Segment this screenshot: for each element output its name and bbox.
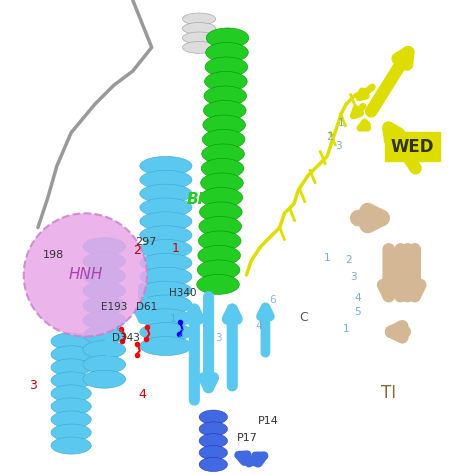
Ellipse shape bbox=[182, 42, 216, 54]
Ellipse shape bbox=[182, 22, 216, 35]
Text: 297: 297 bbox=[135, 237, 156, 246]
Text: 1: 1 bbox=[170, 314, 176, 324]
Text: 1: 1 bbox=[338, 118, 345, 128]
Ellipse shape bbox=[199, 410, 228, 424]
Ellipse shape bbox=[182, 13, 216, 25]
Ellipse shape bbox=[182, 32, 216, 44]
Ellipse shape bbox=[51, 398, 91, 415]
Text: 3: 3 bbox=[336, 141, 342, 151]
Ellipse shape bbox=[206, 28, 249, 48]
Text: 2: 2 bbox=[134, 244, 141, 256]
Text: 5: 5 bbox=[355, 307, 361, 317]
Ellipse shape bbox=[197, 274, 239, 294]
Ellipse shape bbox=[51, 385, 91, 402]
Ellipse shape bbox=[83, 282, 126, 300]
Ellipse shape bbox=[202, 129, 245, 149]
Ellipse shape bbox=[140, 239, 192, 258]
Text: HNH: HNH bbox=[68, 267, 102, 283]
Ellipse shape bbox=[140, 309, 192, 328]
Ellipse shape bbox=[201, 158, 244, 178]
Ellipse shape bbox=[83, 370, 126, 388]
Text: 4: 4 bbox=[355, 293, 361, 303]
Ellipse shape bbox=[140, 156, 192, 175]
Ellipse shape bbox=[140, 212, 192, 231]
Ellipse shape bbox=[51, 372, 91, 389]
Ellipse shape bbox=[203, 100, 246, 120]
Text: 5: 5 bbox=[115, 326, 122, 336]
Text: D343: D343 bbox=[112, 333, 139, 343]
Ellipse shape bbox=[199, 422, 228, 436]
Text: P17: P17 bbox=[237, 433, 258, 443]
Ellipse shape bbox=[201, 173, 243, 193]
Ellipse shape bbox=[200, 187, 243, 207]
Ellipse shape bbox=[83, 252, 126, 270]
Circle shape bbox=[24, 213, 147, 337]
Ellipse shape bbox=[51, 359, 91, 376]
Text: 3: 3 bbox=[29, 379, 37, 392]
Ellipse shape bbox=[205, 57, 248, 77]
Text: WED: WED bbox=[391, 138, 434, 156]
Ellipse shape bbox=[140, 295, 192, 314]
Text: 2: 2 bbox=[345, 255, 352, 265]
Ellipse shape bbox=[140, 170, 192, 189]
Ellipse shape bbox=[83, 267, 126, 285]
Ellipse shape bbox=[140, 226, 192, 245]
Text: D61: D61 bbox=[137, 302, 157, 312]
Text: 3: 3 bbox=[215, 333, 221, 343]
Ellipse shape bbox=[83, 237, 126, 255]
Ellipse shape bbox=[199, 434, 228, 448]
Text: 4: 4 bbox=[138, 388, 146, 401]
Text: 1: 1 bbox=[343, 324, 349, 334]
Text: BH: BH bbox=[187, 191, 211, 207]
Ellipse shape bbox=[199, 446, 228, 460]
Ellipse shape bbox=[51, 424, 91, 441]
Ellipse shape bbox=[83, 311, 126, 329]
Ellipse shape bbox=[202, 144, 245, 164]
Text: H340: H340 bbox=[169, 288, 196, 298]
Text: 4: 4 bbox=[255, 321, 262, 331]
Ellipse shape bbox=[199, 231, 241, 251]
Ellipse shape bbox=[83, 326, 126, 344]
Ellipse shape bbox=[140, 323, 192, 342]
Ellipse shape bbox=[51, 333, 91, 350]
Text: 2: 2 bbox=[177, 328, 183, 338]
Ellipse shape bbox=[203, 115, 246, 135]
Ellipse shape bbox=[83, 356, 126, 374]
Ellipse shape bbox=[83, 341, 126, 359]
Text: 6: 6 bbox=[269, 295, 276, 305]
Ellipse shape bbox=[198, 246, 240, 265]
Ellipse shape bbox=[199, 457, 228, 472]
Text: 3: 3 bbox=[350, 272, 356, 282]
Ellipse shape bbox=[206, 43, 248, 63]
Ellipse shape bbox=[197, 260, 240, 280]
Text: 2: 2 bbox=[326, 132, 333, 142]
Text: TI: TI bbox=[381, 384, 396, 402]
Text: C: C bbox=[299, 311, 308, 324]
Ellipse shape bbox=[204, 72, 247, 91]
Ellipse shape bbox=[140, 254, 192, 273]
Ellipse shape bbox=[140, 337, 192, 356]
Text: E193: E193 bbox=[100, 302, 127, 312]
Ellipse shape bbox=[51, 411, 91, 428]
Ellipse shape bbox=[204, 86, 246, 106]
Text: 1: 1 bbox=[324, 253, 330, 263]
Text: 1: 1 bbox=[172, 242, 179, 255]
Ellipse shape bbox=[199, 217, 242, 237]
Ellipse shape bbox=[140, 198, 192, 217]
Text: 198: 198 bbox=[43, 250, 64, 260]
Ellipse shape bbox=[200, 202, 242, 222]
Ellipse shape bbox=[140, 184, 192, 203]
Ellipse shape bbox=[140, 267, 192, 286]
Ellipse shape bbox=[140, 281, 192, 300]
Text: P14: P14 bbox=[258, 416, 279, 426]
Ellipse shape bbox=[51, 437, 91, 454]
Ellipse shape bbox=[83, 296, 126, 314]
Ellipse shape bbox=[51, 346, 91, 363]
